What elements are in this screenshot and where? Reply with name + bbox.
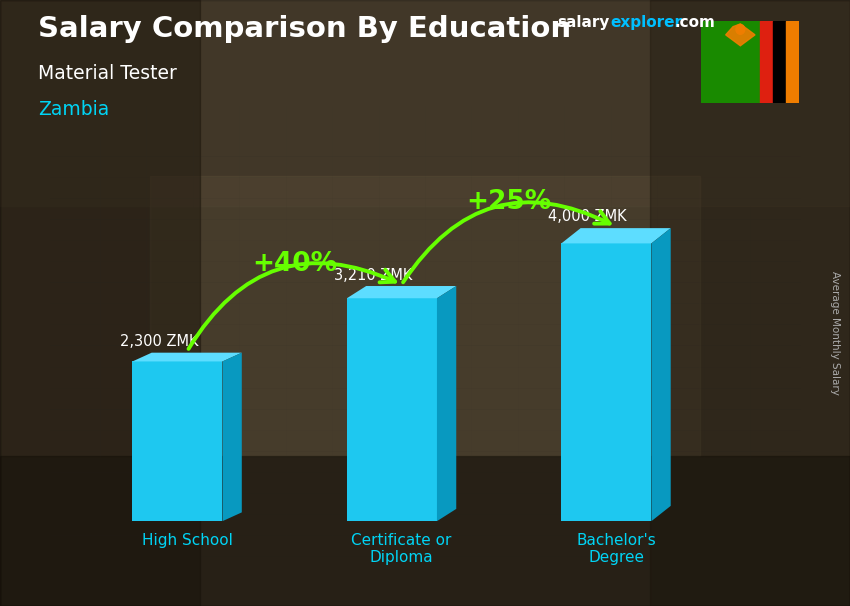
Bar (785, 21, 799, 103)
Bar (347, 298, 437, 521)
Text: +25%: +25% (466, 188, 552, 215)
Text: 4,000 ZMK: 4,000 ZMK (548, 209, 627, 224)
Polygon shape (223, 353, 241, 521)
Text: Material Tester: Material Tester (38, 64, 177, 82)
Circle shape (736, 24, 745, 35)
Text: Salary Comparison By Education: Salary Comparison By Education (38, 15, 571, 43)
Bar (0, 0, 200, 606)
Bar (561, 244, 651, 521)
Polygon shape (651, 228, 671, 521)
Text: .com: .com (674, 15, 715, 30)
Text: explorer: explorer (610, 15, 683, 30)
Text: 2,300 ZMK: 2,300 ZMK (120, 333, 198, 348)
Text: Average Monthly Salary: Average Monthly Salary (830, 271, 840, 395)
Polygon shape (726, 24, 755, 46)
Text: Bachelor's
Degree: Bachelor's Degree (576, 533, 656, 565)
Polygon shape (561, 228, 671, 244)
Text: Zambia: Zambia (38, 100, 110, 119)
Text: 3,210 ZMK: 3,210 ZMK (334, 267, 412, 282)
Bar (650, 0, 850, 606)
Bar (760, 21, 773, 103)
Bar (773, 21, 785, 103)
Polygon shape (133, 353, 241, 361)
Text: +40%: +40% (252, 251, 337, 277)
Bar (0, 0, 850, 206)
Text: salary: salary (557, 15, 609, 30)
Bar (0, 456, 850, 606)
Polygon shape (347, 286, 456, 298)
Bar (150, 176, 700, 456)
Text: Certificate or
Diploma: Certificate or Diploma (351, 533, 451, 565)
Polygon shape (437, 286, 456, 521)
Bar (133, 361, 223, 521)
Text: High School: High School (142, 533, 233, 548)
